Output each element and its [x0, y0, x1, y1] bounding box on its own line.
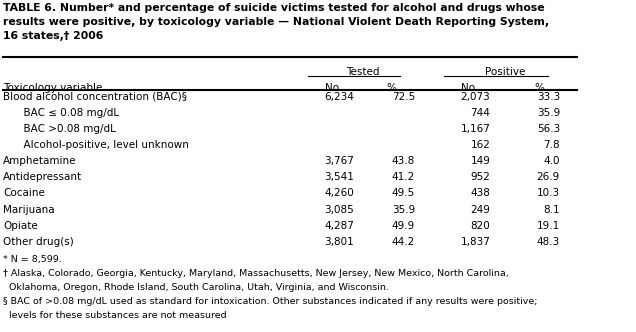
Text: 149: 149 — [471, 156, 490, 166]
Text: 72.5: 72.5 — [392, 92, 415, 102]
Text: § BAC of >0.08 mg/dL used as standard for intoxication. Other substances indicat: § BAC of >0.08 mg/dL used as standard fo… — [3, 297, 537, 306]
Text: 3,085: 3,085 — [324, 205, 354, 214]
Text: Amphetamine: Amphetamine — [3, 156, 76, 166]
Text: BAC ≤ 0.08 mg/dL: BAC ≤ 0.08 mg/dL — [17, 108, 120, 118]
Text: 7.8: 7.8 — [543, 140, 560, 150]
Text: 49.5: 49.5 — [392, 189, 415, 199]
Text: TABLE 6. Number* and percentage of suicide victims tested for alcohol and drugs : TABLE 6. Number* and percentage of suici… — [3, 3, 544, 13]
Text: levels for these substances are not measured: levels for these substances are not meas… — [3, 310, 226, 319]
Text: Marijuana: Marijuana — [3, 205, 55, 214]
Text: results were positive, by toxicology variable — National Violent Death Reporting: results were positive, by toxicology var… — [3, 17, 549, 27]
Text: 56.3: 56.3 — [537, 124, 560, 134]
Text: 16 states,† 2006: 16 states,† 2006 — [3, 31, 103, 41]
Text: 4.0: 4.0 — [544, 156, 560, 166]
Text: Oklahoma, Oregon, Rhode Island, South Carolina, Utah, Virginia, and Wisconsin.: Oklahoma, Oregon, Rhode Island, South Ca… — [3, 283, 389, 292]
Text: 33.3: 33.3 — [537, 92, 560, 102]
Text: * N = 8,599.: * N = 8,599. — [3, 255, 62, 264]
Text: 3,541: 3,541 — [324, 172, 354, 182]
Text: 49.9: 49.9 — [392, 221, 415, 231]
Text: 1,837: 1,837 — [460, 237, 490, 247]
Text: 2,073: 2,073 — [460, 92, 490, 102]
Text: Tested: Tested — [346, 67, 380, 77]
Text: Other drug(s): Other drug(s) — [3, 237, 74, 247]
Text: 19.1: 19.1 — [537, 221, 560, 231]
Text: Blood alcohol concentration (BAC)§: Blood alcohol concentration (BAC)§ — [3, 92, 187, 102]
Text: 35.9: 35.9 — [537, 108, 560, 118]
Text: 6,234: 6,234 — [324, 92, 354, 102]
Text: 744: 744 — [471, 108, 490, 118]
Text: Toxicology variable: Toxicology variable — [3, 83, 102, 93]
Text: %: % — [387, 83, 397, 93]
Text: 4,287: 4,287 — [324, 221, 354, 231]
Text: 35.9: 35.9 — [392, 205, 415, 214]
Text: 3,767: 3,767 — [324, 156, 354, 166]
Text: 48.3: 48.3 — [537, 237, 560, 247]
Text: No.: No. — [461, 83, 479, 93]
Text: 43.8: 43.8 — [392, 156, 415, 166]
Text: %: % — [535, 83, 544, 93]
Text: 41.2: 41.2 — [392, 172, 415, 182]
Text: BAC >0.08 mg/dL: BAC >0.08 mg/dL — [17, 124, 116, 134]
Text: 438: 438 — [471, 189, 490, 199]
Text: 10.3: 10.3 — [537, 189, 560, 199]
Text: Positive: Positive — [485, 67, 525, 77]
Text: † Alaska, Colorado, Georgia, Kentucky, Maryland, Massachusetts, New Jersey, New : † Alaska, Colorado, Georgia, Kentucky, M… — [3, 269, 509, 278]
Text: 162: 162 — [471, 140, 490, 150]
Text: Antidepressant: Antidepressant — [3, 172, 82, 182]
Text: 3,801: 3,801 — [324, 237, 354, 247]
Text: 4,260: 4,260 — [324, 189, 354, 199]
Text: No.: No. — [325, 83, 342, 93]
Text: 44.2: 44.2 — [392, 237, 415, 247]
Text: Cocaine: Cocaine — [3, 189, 45, 199]
Text: 8.1: 8.1 — [543, 205, 560, 214]
Text: 820: 820 — [471, 221, 490, 231]
Text: Opiate: Opiate — [3, 221, 38, 231]
Text: 249: 249 — [471, 205, 490, 214]
Text: 26.9: 26.9 — [537, 172, 560, 182]
Text: Alcohol-positive, level unknown: Alcohol-positive, level unknown — [17, 140, 190, 150]
Text: 1,167: 1,167 — [460, 124, 490, 134]
Text: 952: 952 — [471, 172, 490, 182]
